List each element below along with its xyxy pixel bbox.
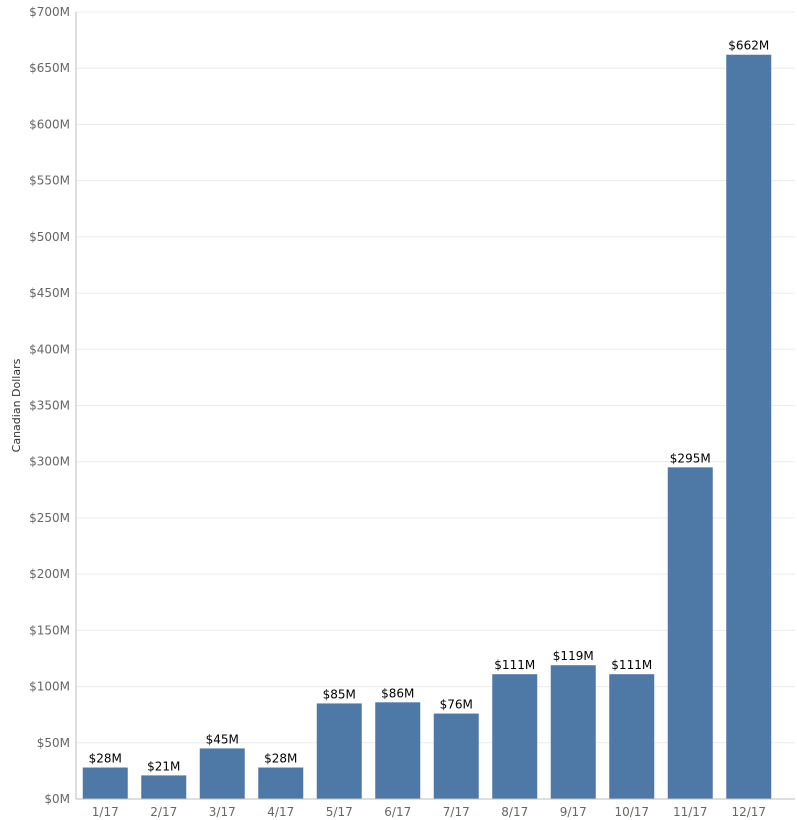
x-tick-label: 10/17 — [614, 805, 649, 819]
y-tick-label: $400M — [29, 342, 70, 356]
data-label: $295M — [670, 451, 711, 465]
y-tick-label: $0M — [44, 792, 70, 806]
bar-4-17 — [258, 767, 304, 799]
y-tick-label: $500M — [29, 230, 70, 244]
data-label: $85M — [323, 687, 356, 701]
x-tick-label: 7/17 — [443, 805, 470, 819]
x-tick-label: 6/17 — [384, 805, 411, 819]
data-label: $45M — [206, 732, 239, 746]
y-tick-label: $100M — [29, 680, 70, 694]
y-tick-label: $650M — [29, 61, 70, 75]
x-tick-label: 4/17 — [267, 805, 294, 819]
data-label: $86M — [381, 686, 414, 700]
y-tick-label: $200M — [29, 567, 70, 581]
x-axis-ticks: 1/17 2/17 3/17 4/17 5/17 6/17 7/17 8/17 9/17 10/1… — [92, 805, 766, 819]
y-tick-label: $700M — [29, 5, 70, 19]
y-axis-ticks: $0M $50M $100M $150M $200M $250M $300M $350M $40… — [29, 5, 70, 806]
x-tick-label: 11/17 — [673, 805, 708, 819]
y-tick-label: $250M — [29, 511, 70, 525]
bar-2-17 — [141, 775, 187, 799]
data-label: $111M — [611, 658, 652, 672]
bar-10-17 — [609, 674, 655, 799]
x-tick-label: 9/17 — [560, 805, 587, 819]
data-label: $111M — [494, 658, 535, 672]
x-tick-label: 1/17 — [92, 805, 119, 819]
bar-7-17 — [433, 713, 479, 799]
x-tick-label: 8/17 — [501, 805, 528, 819]
x-tick-label: 2/17 — [150, 805, 177, 819]
x-tick-label: 12/17 — [731, 805, 766, 819]
bar-1-17 — [82, 767, 128, 799]
data-label: $21M — [147, 759, 180, 773]
bars — [82, 54, 772, 800]
bar-12-17 — [726, 54, 772, 800]
bar-6-17 — [375, 702, 421, 799]
gridlines — [76, 11, 795, 744]
x-tick-label: 3/17 — [209, 805, 236, 819]
bar-8-17 — [492, 674, 538, 799]
data-labels: $28M $21M $45M $28M $85M $86M $76M $111M $119M $1… — [89, 39, 770, 774]
data-label: $76M — [440, 698, 473, 712]
data-label: $662M — [728, 39, 769, 53]
data-label: $28M — [89, 752, 122, 766]
y-tick-label: $300M — [29, 455, 70, 469]
bar-3-17 — [199, 748, 245, 799]
bar-5-17 — [316, 703, 362, 799]
y-axis-label: Canadian Dollars — [10, 358, 23, 452]
data-label: $119M — [553, 649, 594, 663]
bar-11-17 — [667, 467, 713, 799]
y-tick-label: $450M — [29, 286, 70, 300]
x-tick-label: 5/17 — [326, 805, 353, 819]
y-tick-label: $50M — [37, 736, 70, 750]
bar-9-17 — [550, 665, 596, 799]
y-tick-label: $600M — [29, 117, 70, 131]
y-tick-label: $550M — [29, 174, 70, 188]
data-label: $28M — [264, 752, 297, 766]
y-tick-label: $150M — [29, 623, 70, 637]
y-tick-label: $350M — [29, 399, 70, 413]
